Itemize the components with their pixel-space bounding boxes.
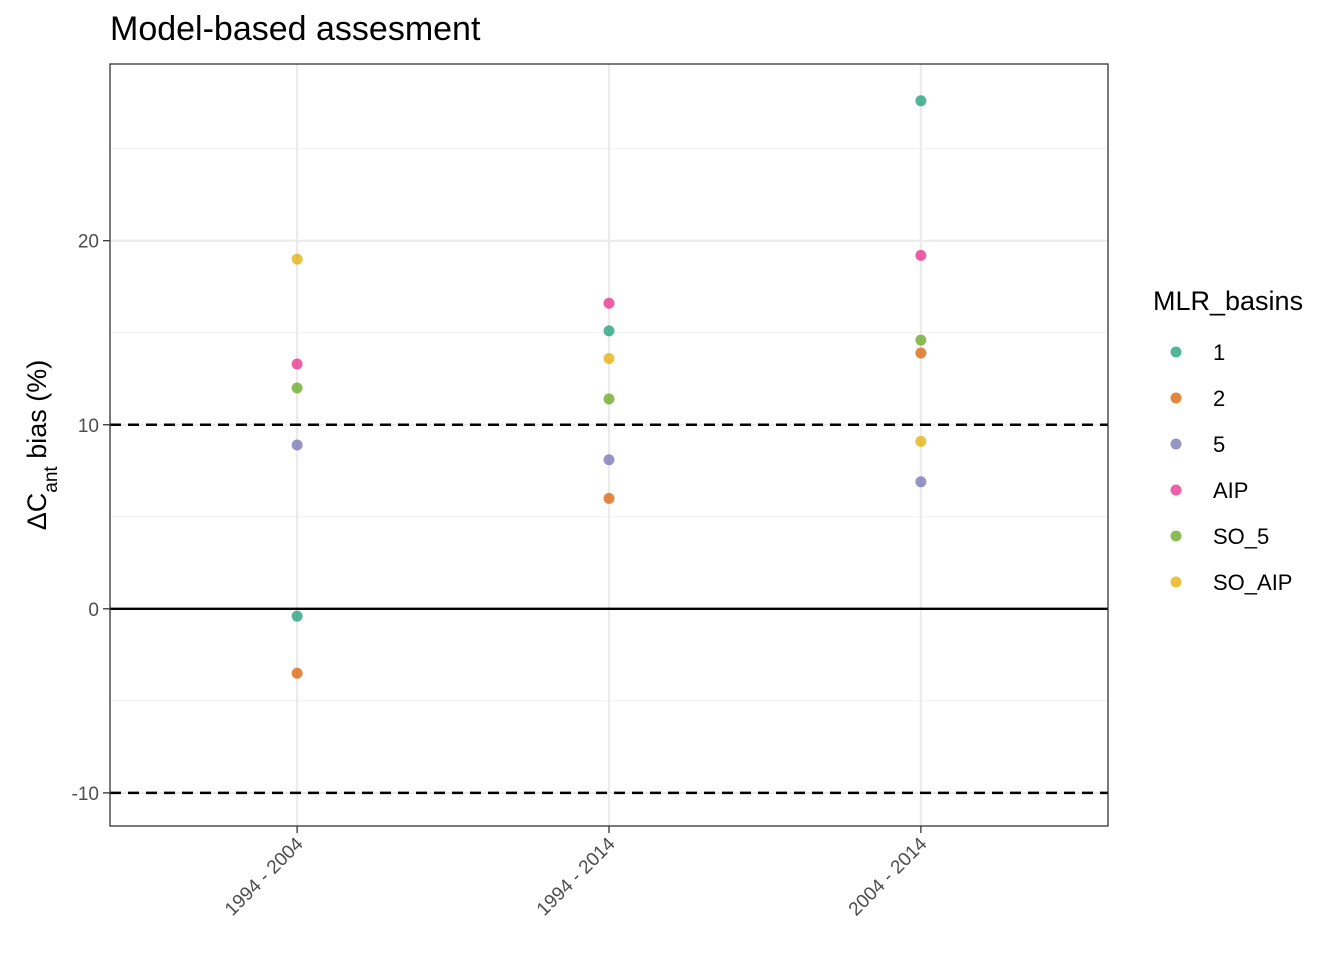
data-point-SO_AIP — [291, 253, 303, 265]
y-tick-label: 10 — [78, 416, 99, 437]
legend-label-5: 5 — [1213, 432, 1225, 457]
chart-title: Model-based assesment — [110, 10, 481, 48]
legend-label-SO_5: SO_5 — [1213, 524, 1269, 549]
data-point-SO_AIP — [603, 352, 615, 364]
x-tick-label: 1994 - 2014 — [533, 833, 620, 920]
data-point-5 — [915, 476, 927, 488]
data-point-AIP — [915, 249, 927, 261]
legend-key-5 — [1170, 438, 1182, 450]
data-point-AIP — [603, 297, 615, 309]
legend-key-SO_5 — [1170, 530, 1182, 542]
data-point-SO_5 — [603, 393, 615, 405]
y-tick-label: -10 — [72, 784, 99, 805]
legend-key-SO_AIP — [1170, 576, 1182, 588]
legend-key-1 — [1170, 346, 1182, 358]
legend-label-SO_AIP: SO_AIP — [1213, 570, 1292, 595]
data-point-2 — [603, 492, 615, 504]
y-tick-label: 20 — [78, 232, 99, 253]
data-point-AIP — [291, 358, 303, 370]
x-tick-label: 2004 - 2014 — [845, 833, 932, 920]
legend-key-AIP — [1170, 484, 1182, 496]
legend: MLR_basins 1 2 5 AIP SO_5 SO_AIP — [1153, 286, 1303, 595]
y-tick-label: 0 — [88, 600, 99, 621]
legend-label-AIP: AIP — [1213, 478, 1248, 503]
y-axis-title: ΔCant bias (%) — [22, 360, 62, 531]
data-point-1 — [915, 95, 927, 107]
data-point-1 — [603, 325, 615, 337]
y-axis-title-suffix: bias (%) — [22, 360, 52, 467]
data-point-SO_5 — [291, 382, 303, 394]
y-axis: -10 0 10 20 — [72, 232, 110, 805]
y-axis-title-subscript: ant — [41, 466, 62, 493]
data-point-5 — [291, 439, 303, 451]
data-point-2 — [291, 667, 303, 679]
y-axis-title-prefix: ΔC — [22, 493, 52, 531]
data-point-2 — [915, 347, 927, 359]
legend-title: MLR_basins — [1153, 286, 1303, 316]
legend-key-2 — [1170, 392, 1182, 404]
data-point-SO_5 — [915, 334, 927, 346]
x-axis: 1994 - 2004 1994 - 2014 2004 - 2014 — [221, 826, 932, 920]
legend-label-2: 2 — [1213, 386, 1225, 411]
data-point-SO_AIP — [915, 435, 927, 447]
x-tick-label: 1994 - 2004 — [221, 833, 308, 920]
data-point-1 — [291, 610, 303, 622]
data-point-5 — [603, 454, 615, 466]
legend-label-1: 1 — [1213, 340, 1225, 365]
plot-panel — [109, 63, 1109, 827]
